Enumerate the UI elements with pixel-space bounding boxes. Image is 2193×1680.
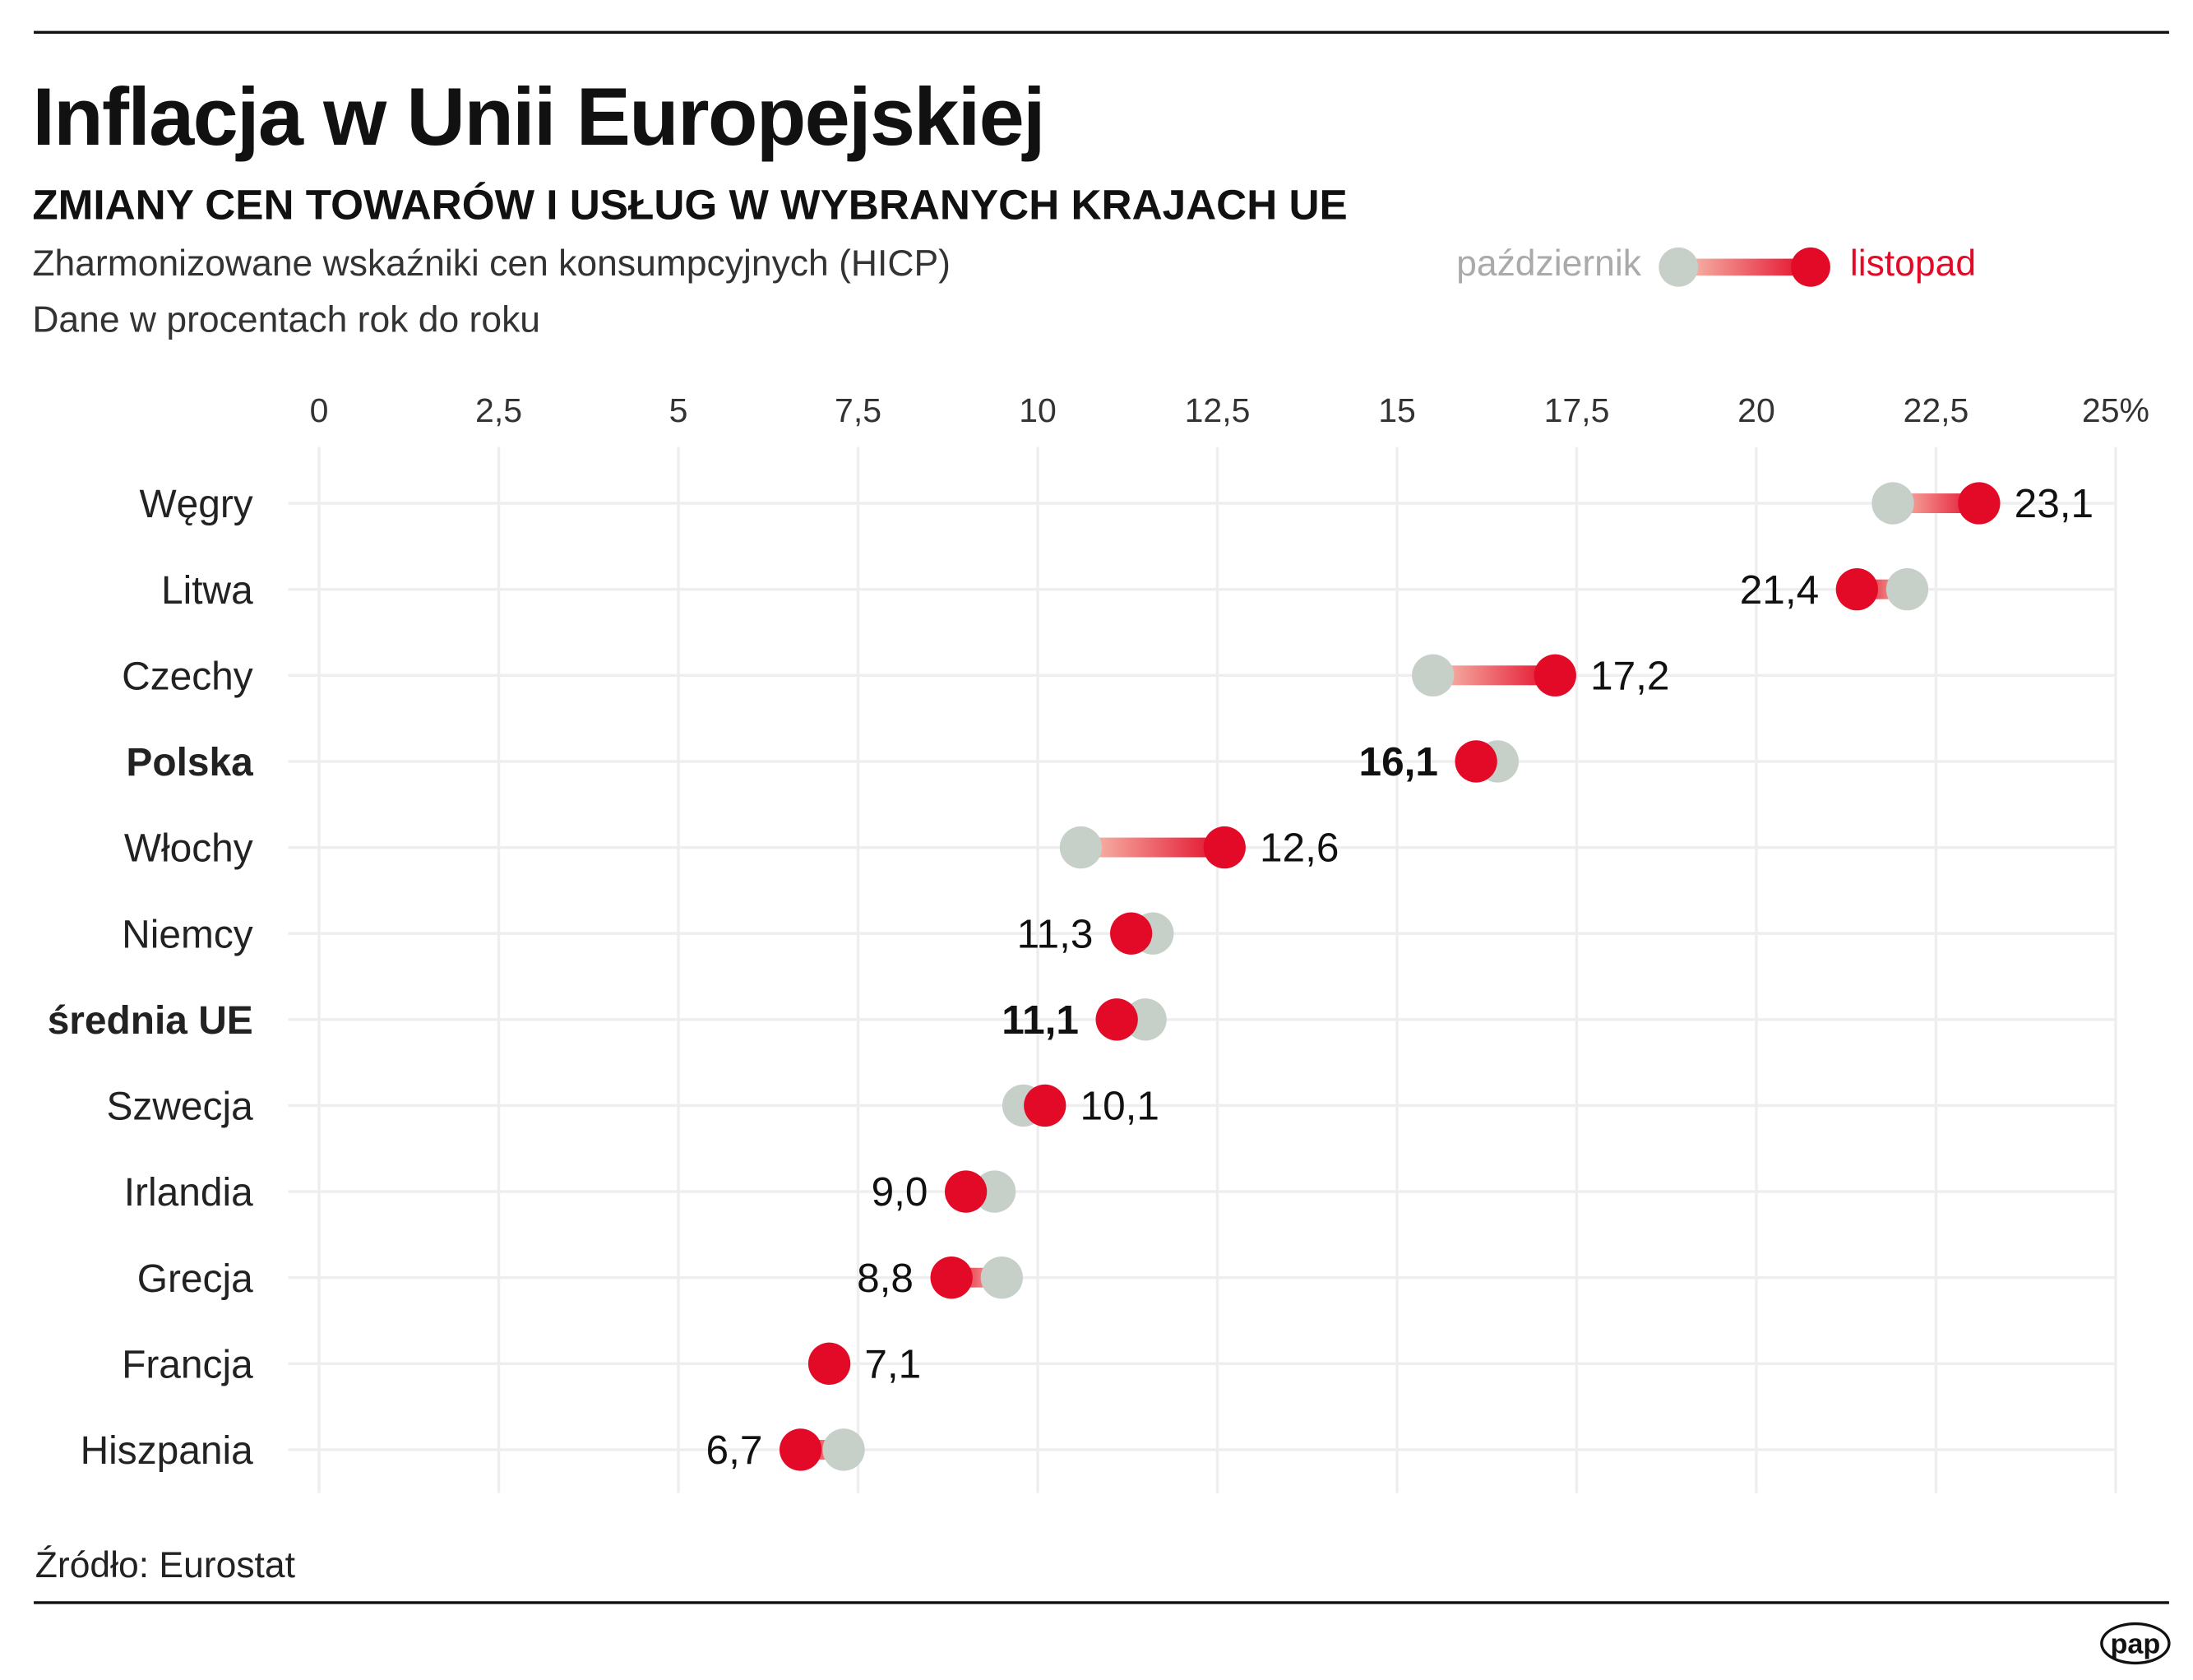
legend-november-label: listopad [1849,242,1977,285]
x-tick-label: 10 [1019,391,1057,429]
chart-title: Inflacja w Unii Europejskiej [32,72,1045,164]
x-tick-label: 7,5 [835,391,881,429]
november-dot [779,1428,822,1471]
october-dot [980,1257,1023,1299]
november-dot [1203,826,1246,869]
change-bar [1080,837,1225,858]
data-label: 16,1 [1359,738,1438,784]
november-dot [1095,998,1138,1041]
data-label: 6,7 [706,1427,763,1473]
legend-november-dot [1791,247,1830,287]
category-label: średnia UE [48,999,253,1043]
x-tick-label: 5 [669,391,688,429]
data-label: 12,6 [1260,825,1339,871]
x-tick-label: 25% [2082,391,2149,429]
data-label: 23,1 [2015,480,2094,526]
category-label: Irlandia [124,1171,253,1215]
bottom-rule [34,1601,2169,1604]
data-label: 11,1 [1002,997,1079,1043]
x-tick-label: 15 [1378,391,1416,429]
category-label: Francja [122,1343,253,1386]
x-tick-label: 0 [310,391,329,429]
october-dot [822,1428,865,1471]
data-label: 10,1 [1080,1083,1159,1129]
november-dot [944,1170,988,1213]
november-dot [1024,1084,1066,1127]
chart-unit-note: Dane w procentach rok do roku [32,298,541,340]
november-dot [807,1342,851,1385]
november-dot [1534,654,1576,697]
change-bar [1432,665,1556,686]
data-label: 8,8 [857,1255,914,1301]
category-label: Hiszpania [81,1429,254,1473]
october-dot [1885,568,1929,611]
change-bar [1893,493,1979,514]
x-tick-label: 20 [1737,391,1775,429]
legend-swatch [1659,247,1830,287]
data-label: 17,2 [1590,652,1669,698]
category-label: Polska [126,741,253,784]
legend-october-label: październik [1456,242,1641,285]
data-label: 21,4 [1740,567,1819,613]
x-tick-label: 22,5 [1904,391,1969,429]
category-label: Szwecja [107,1085,254,1129]
category-label: Czechy [122,655,253,698]
category-label: Niemcy [122,913,253,956]
x-tick-label: 2,5 [475,391,522,429]
x-tick-label: 12,5 [1185,391,1251,429]
october-dot [1871,482,1914,525]
source-note: Źródło: Eurostat [35,1543,295,1586]
november-dot [1455,740,1497,783]
october-dot [1412,654,1455,697]
october-dot [1059,826,1103,869]
chart-subtitle: ZMIANY CEN TOWARÓW I USŁUG W WYBRANYCH K… [32,183,1348,229]
x-tick-label: 17,5 [1544,391,1610,429]
data-label: 11,3 [1017,910,1094,956]
legend-october-dot [1659,247,1699,287]
november-dot [930,1257,973,1299]
category-label: Litwa [161,569,253,613]
november-dot [1835,568,1878,611]
pap-logo: pap [2100,1622,2171,1665]
top-rule [34,30,2169,35]
category-label: Węgry [139,483,252,526]
november-dot [1958,482,2001,525]
chart-description: Zharmonizowane wskaźniki cen konsumpcyjn… [32,242,951,285]
data-label: 7,1 [864,1340,921,1386]
november-dot [1109,912,1153,955]
category-label: Grecja [137,1257,253,1301]
dumbbell-chart: 0 2,5 5 7,5 10 12,5 15 17,5 20 22,5 25% Węgry 23,1 Li… [48,391,2149,1493]
data-label: 9,0 [872,1169,928,1215]
category-label: Włochy [124,827,253,871]
